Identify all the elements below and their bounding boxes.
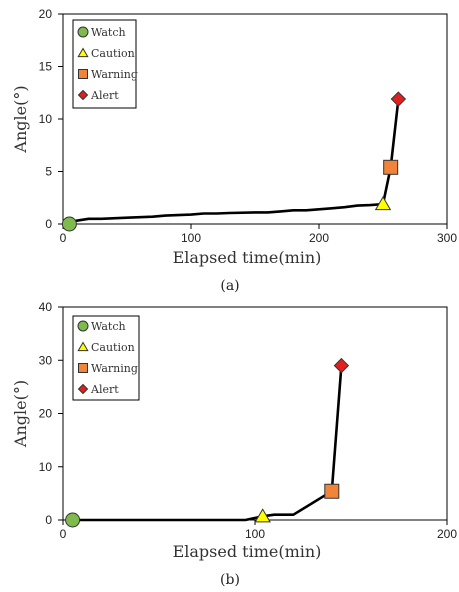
y-tick-label: 0 — [45, 513, 52, 527]
marker-alert — [333, 357, 350, 374]
x-tick-label: 100 — [181, 231, 201, 245]
y-tick-label: 20 — [39, 407, 53, 421]
y-tick-label: 5 — [45, 165, 52, 179]
legend-label-warning: Warning — [91, 68, 138, 81]
y-axis-label: Angle(°) — [11, 85, 30, 153]
legend-symbol-watch — [77, 320, 89, 332]
y-tick-label: 0 — [45, 217, 52, 231]
legend-label-warning: Warning — [91, 362, 138, 375]
chart-a: 0 100 200 300 0 5 10 15 20 Elapsed time(min) Angle… — [11, 7, 457, 294]
series-line — [72, 365, 343, 522]
marker-caution — [254, 508, 271, 523]
legend-label-caution: Caution — [91, 47, 135, 60]
y-tick-label: 30 — [39, 353, 53, 367]
legend-label-alert: Alert — [90, 89, 119, 102]
x-tick-label: 200 — [309, 231, 329, 245]
legend-symbol-alert — [77, 89, 89, 101]
y-tick-label: 10 — [39, 460, 53, 474]
figure-caption: (b) — [220, 572, 240, 588]
x-tick-label: 0 — [60, 231, 67, 245]
series-line — [68, 98, 400, 226]
figure-caption: (a) — [220, 278, 239, 294]
legend: Watch Caution Warning Alert — [72, 19, 138, 109]
marker-watch — [61, 216, 77, 232]
y-tick-label: 20 — [39, 7, 53, 21]
chart-b: 0 100 200 0 10 20 30 40 Elapsed time(min) Angle(°… — [11, 300, 457, 588]
legend: Watch Caution Warning Alert — [72, 315, 140, 401]
y-tick-label: 10 — [39, 112, 53, 126]
marker-caution — [374, 196, 392, 211]
legend-label-watch: Watch — [91, 26, 126, 39]
legend-symbol-alert — [77, 383, 89, 395]
x-tick-label: 100 — [245, 527, 265, 541]
x-tick-label: 300 — [437, 231, 457, 245]
x-axis-label: Elapsed time(min) — [173, 248, 322, 267]
x-axis-label: Elapsed time(min) — [173, 542, 322, 561]
marker-watch — [65, 512, 81, 528]
x-tick-label: 0 — [60, 527, 67, 541]
legend-label-watch: Watch — [91, 320, 126, 333]
x-tick-label: 200 — [437, 527, 457, 541]
marker-warning — [383, 159, 399, 175]
legend-label-alert: Alert — [90, 383, 119, 396]
marker-alert — [390, 91, 407, 107]
legend-label-caution: Caution — [91, 341, 135, 354]
marker-warning — [324, 483, 340, 499]
legend-symbol-watch — [77, 26, 89, 38]
y-tick-label: 15 — [39, 60, 53, 74]
y-axis-label: Angle(°) — [11, 380, 30, 448]
legend-symbol-caution — [77, 47, 89, 58]
legend-symbol-caution — [77, 341, 89, 352]
y-tick-label: 40 — [39, 300, 53, 314]
legend-symbol-warning — [78, 363, 88, 373]
legend-symbol-warning — [78, 69, 88, 79]
